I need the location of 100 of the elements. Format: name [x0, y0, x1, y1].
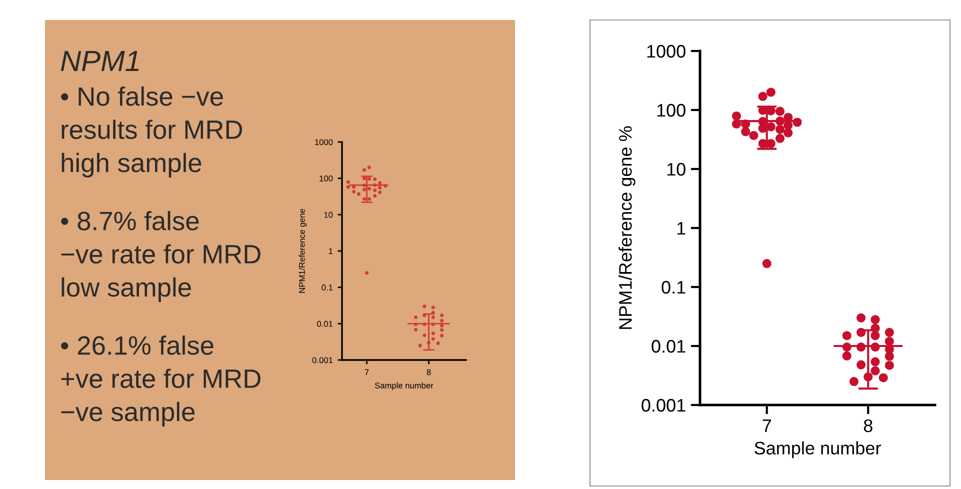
- point: [367, 186, 372, 190]
- point: [414, 328, 418, 332]
- point: [362, 184, 366, 188]
- point: [373, 188, 377, 192]
- point: [426, 340, 431, 344]
- point: [842, 351, 852, 360]
- point: [422, 333, 426, 338]
- point: [362, 188, 366, 192]
- point: [352, 190, 356, 194]
- y-tick-label: 1000: [315, 139, 333, 146]
- point: [870, 366, 880, 376]
- point: [373, 194, 377, 198]
- point: [373, 177, 377, 181]
- x-tick-label: 7: [762, 420, 771, 432]
- point: [362, 168, 366, 172]
- point: [440, 313, 444, 318]
- point: [842, 342, 852, 352]
- point: [878, 373, 888, 382]
- point: [758, 92, 768, 101]
- x-tick-label: 8: [426, 369, 431, 376]
- point: [884, 328, 894, 337]
- point: [431, 332, 435, 336]
- point: [367, 166, 372, 170]
- y-tick-label: 0.01: [317, 320, 333, 327]
- y-tick-label: 100: [657, 104, 686, 117]
- point: [870, 315, 880, 324]
- point: [431, 315, 435, 320]
- point: [741, 127, 750, 136]
- y-tick-label: 0.001: [642, 398, 686, 412]
- point: [367, 177, 372, 181]
- point: [849, 377, 858, 386]
- point: [422, 322, 426, 326]
- point: [418, 344, 422, 348]
- point: [776, 124, 785, 134]
- point: [749, 130, 758, 140]
- x-axis-title: Sample number: [374, 382, 434, 390]
- text: • 8.7% false −ve rate for MRD low sample: [61, 210, 260, 302]
- point: [842, 331, 852, 340]
- point: [870, 342, 880, 352]
- point: [856, 360, 866, 370]
- point: [732, 119, 741, 128]
- y-tick-label: 10: [667, 162, 686, 176]
- y-tick-label: 10: [324, 212, 333, 218]
- point: [856, 313, 866, 322]
- x-tick-label: 7: [364, 369, 369, 376]
- point: [784, 128, 793, 138]
- point: [384, 184, 388, 188]
- point: [362, 197, 366, 201]
- point: [741, 119, 750, 128]
- point: [440, 324, 444, 328]
- point: [436, 341, 440, 346]
- x-axis-title: Sample number: [754, 441, 881, 458]
- point: [364, 271, 369, 275]
- point: [856, 342, 866, 352]
- point: [373, 183, 377, 187]
- point: [431, 322, 435, 326]
- point: [378, 190, 382, 194]
- y-tick-label: 1: [677, 222, 686, 235]
- point: [431, 310, 435, 315]
- text: NPM1: [60, 50, 139, 72]
- point: [792, 118, 802, 127]
- y-axis-title: NPM1/Reference gene: [298, 208, 307, 293]
- point: [378, 181, 382, 185]
- text: • No false −ve results for MRD high sample: [61, 86, 242, 178]
- point: [870, 357, 880, 366]
- y-tick-label: 0.01: [652, 340, 686, 353]
- point: [884, 360, 894, 370]
- point: [766, 88, 776, 97]
- point: [440, 334, 444, 338]
- text: • 26.1% false +ve rate for MRD −ve sample: [61, 335, 260, 426]
- point: [367, 197, 372, 201]
- y-tick-label: 1000: [647, 44, 686, 58]
- point: [884, 336, 894, 346]
- point: [378, 186, 382, 190]
- x-tick-label: 8: [864, 419, 872, 432]
- point: [414, 322, 418, 326]
- point: [414, 315, 418, 320]
- point: [362, 176, 366, 180]
- y-tick-label: 0.1: [322, 284, 333, 290]
- point: [864, 372, 873, 382]
- point: [870, 331, 880, 340]
- point: [762, 259, 772, 268]
- y-tick-label: 0.001: [312, 357, 333, 364]
- point: [440, 328, 444, 332]
- point: [346, 180, 350, 184]
- point: [422, 304, 426, 308]
- y-tick-label: 100: [320, 176, 333, 182]
- point: [884, 352, 894, 361]
- point: [776, 106, 785, 116]
- point: [776, 134, 785, 143]
- point: [356, 192, 361, 196]
- point: [440, 318, 444, 323]
- point: [431, 337, 435, 341]
- point: [856, 328, 866, 337]
- y-tick-label: 1: [328, 248, 333, 254]
- y-tick-label: 0.1: [662, 280, 686, 294]
- point: [776, 116, 785, 126]
- point: [346, 185, 350, 189]
- point: [422, 313, 426, 318]
- point: [732, 112, 741, 121]
